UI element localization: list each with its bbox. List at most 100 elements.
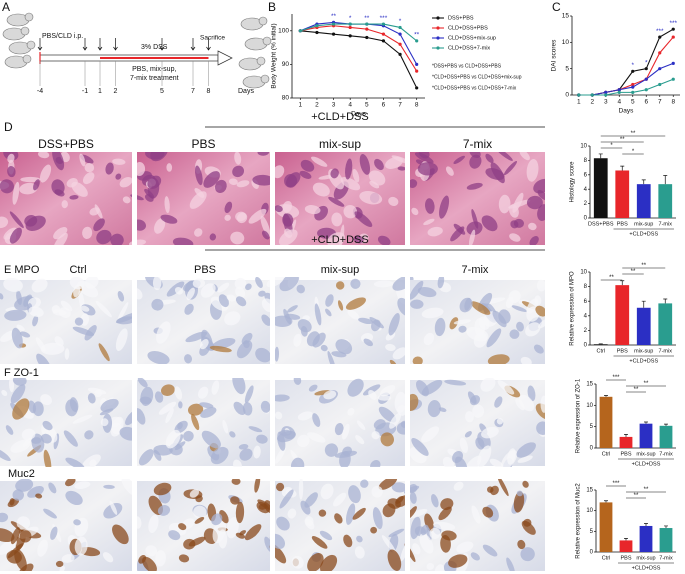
tissue-texture [72,326,95,336]
tissue-texture [343,205,358,219]
y-tick-label: 15 [586,488,593,494]
tissue-texture [79,153,86,167]
tissue-texture [9,498,15,506]
tissue-texture [261,314,272,326]
tissue-texture [10,384,26,404]
tissue-texture [320,344,328,352]
tissue-texture [203,171,220,188]
tissue-texture [496,417,504,425]
tissue-texture [336,281,345,290]
tissue-texture [481,426,499,439]
data-point [604,93,608,97]
tissue-texture [69,276,85,290]
bar [593,158,608,218]
tissue-texture [168,530,181,541]
data-point [617,88,621,92]
tissue-texture [274,411,283,420]
tissue-texture [414,152,434,164]
tissue-texture [380,432,394,447]
label: PBS, mix-sup, [132,66,176,73]
data-point [590,93,594,97]
tissue-texture [490,485,499,496]
error-bar [664,525,668,529]
gutter [132,272,137,372]
tissue-texture [64,348,70,360]
gutter [0,364,565,368]
tissue-texture [279,489,294,509]
tissue-texture [276,482,285,492]
tissue-texture [337,300,344,311]
y-tick-label: 6 [584,299,588,305]
tissue-texture [16,324,25,331]
label: Sacrifice [200,35,225,42]
tissue-texture [427,226,443,237]
y-axis-title: Histology score [570,161,576,203]
tissue-texture [474,318,486,337]
tissue-texture [69,397,79,412]
tissue-texture [297,434,310,448]
x-tick-label: 7-mix [659,348,673,354]
tissue-texture [494,396,503,408]
mouse-icon [22,54,32,64]
x-tick-label: PBS [617,348,628,354]
tissue-texture [164,196,170,214]
data-point [658,35,662,39]
tissue-texture [229,431,236,438]
tissue-texture [408,179,418,189]
tissue-texture [385,343,396,351]
image-label: PBS [191,137,215,151]
tissue-texture [527,385,536,402]
tissue-texture [489,458,504,469]
tissue-texture [330,168,339,179]
data-point [604,90,608,94]
gutter [0,366,565,378]
tissue-texture [286,172,301,188]
tissue-texture [65,457,85,470]
tissue-texture [353,235,364,244]
tissue-texture [43,508,57,519]
tissue-texture [473,332,487,348]
data-point [671,61,675,65]
tissue-texture [74,481,91,489]
x-tick-label: PBS [620,451,631,457]
tissue-texture [61,554,75,563]
tissue-texture [12,181,20,205]
gutter [270,144,275,253]
significance-mark: ** [631,131,636,137]
tissue-texture [178,554,190,563]
legend-swatch [436,46,440,50]
y-tick-label: 0 [584,343,588,349]
tissue-texture [391,482,408,493]
tissue-texture [261,230,270,240]
tissue-texture [520,356,532,367]
dose-arrow [190,38,196,51]
tissue-texture [372,507,383,530]
error-bar [598,153,603,159]
tissue-texture [378,476,398,490]
tissue-texture [134,408,146,425]
footnote: *CLD+DSS+PBS vs CLD+DSS+mix-sup [432,74,522,80]
tissue-texture [278,229,298,246]
x-tick-label: 4 [348,102,352,109]
tissue-texture [28,400,37,414]
gutter [405,372,410,474]
x-tick-label: Ctrl [602,451,611,457]
tissue-texture [154,218,166,234]
gutter [0,467,565,479]
tissue-texture [138,449,154,466]
tissue-texture [350,278,361,289]
tissue-texture [470,301,491,315]
label: A [2,0,10,14]
gutter [405,144,410,253]
gutter [0,114,565,138]
tissue-texture [140,386,154,406]
tissue-texture [35,493,43,499]
tissue-texture [308,384,318,392]
data-point [315,24,319,28]
series-line [300,25,418,72]
y-tick-label: 0 [590,446,594,452]
tissue-texture [155,550,166,567]
tissue-texture [71,181,88,197]
label: 7-mix treatment [130,75,179,82]
data-point [381,32,386,36]
